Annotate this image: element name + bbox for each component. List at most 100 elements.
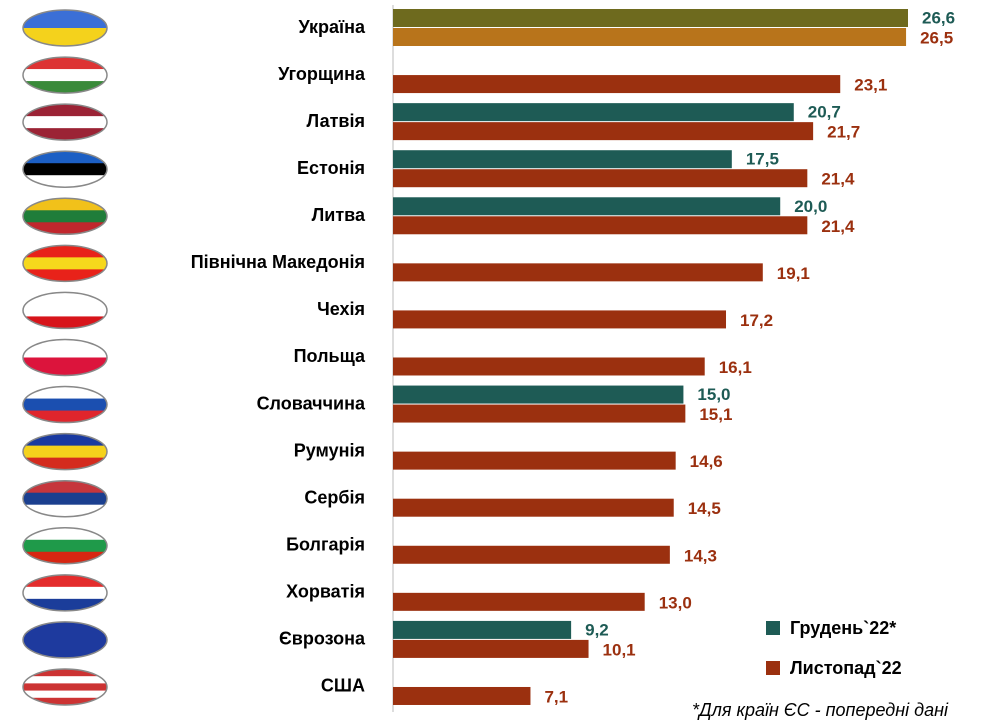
bar — [393, 197, 781, 216]
flag-stripe — [23, 433, 107, 447]
flag-border — [22, 621, 108, 659]
flag-stripe — [23, 683, 107, 692]
value-label: 20,0 — [794, 197, 827, 216]
flag — [23, 10, 107, 46]
value-label: 15,0 — [697, 385, 730, 404]
value-label: 21,4 — [821, 170, 855, 189]
flag-stripe — [23, 151, 107, 164]
bar — [393, 404, 686, 423]
value-label: 14,3 — [684, 546, 717, 565]
flag-stripe — [23, 586, 107, 600]
flag — [23, 339, 107, 376]
flag-stripe — [23, 69, 107, 82]
bar — [393, 385, 684, 404]
category-label: Болгарія — [286, 535, 365, 555]
bar — [393, 9, 908, 27]
flag-border — [22, 150, 108, 188]
flag-border — [22, 9, 108, 47]
bar — [393, 686, 531, 705]
flag-stripe — [23, 480, 107, 494]
flag-stripe — [23, 198, 107, 211]
bar — [393, 28, 907, 46]
category-label: Естонія — [297, 158, 365, 178]
value-label: 9,2 — [585, 620, 609, 639]
bar — [393, 216, 808, 235]
category-label: США — [321, 676, 365, 696]
value-label: 26,6 — [922, 8, 955, 27]
value-label: 10,1 — [603, 640, 636, 659]
bar — [393, 592, 645, 611]
flag-border — [22, 197, 108, 236]
bar — [393, 75, 841, 94]
category-label: Єврозона — [279, 629, 366, 649]
legend-label: Листопад`22 — [790, 658, 902, 678]
flag-stripe — [23, 574, 107, 588]
bar — [393, 639, 589, 658]
value-label: 16,1 — [719, 358, 752, 377]
flag-stripe — [23, 386, 107, 400]
value-label: 17,5 — [746, 150, 779, 169]
flag — [23, 621, 107, 658]
value-label: 23,1 — [854, 76, 887, 95]
flag-stripe — [23, 163, 107, 176]
flag-stripe — [23, 697, 107, 705]
bar — [393, 150, 732, 169]
value-label: 15,1 — [699, 405, 732, 424]
value-label: 21,4 — [821, 217, 855, 236]
bar — [393, 263, 763, 282]
bar — [393, 357, 705, 376]
flag-stripe — [23, 668, 107, 677]
bar — [393, 545, 670, 564]
flag-stripe — [23, 10, 107, 29]
legend-swatch — [766, 661, 780, 675]
value-label: 21,7 — [827, 123, 860, 142]
flag-stripe — [23, 492, 107, 506]
flag-border — [22, 527, 108, 565]
category-label: Румунія — [294, 440, 365, 460]
flag-border — [22, 103, 108, 141]
bar — [393, 122, 814, 141]
category-label: Литва — [312, 205, 366, 225]
category-label: Латвія — [307, 111, 365, 131]
value-label: 26,5 — [920, 28, 953, 47]
value-label: 13,0 — [659, 593, 692, 612]
flag-border — [22, 668, 108, 706]
flag-stripe — [23, 210, 107, 223]
category-label: Словаччина — [257, 393, 366, 413]
value-label: 19,1 — [777, 264, 810, 283]
flag-border — [22, 385, 108, 424]
flag-stripe — [23, 445, 107, 459]
category-label: Північна Македонія — [191, 252, 365, 272]
flag-border — [22, 291, 108, 330]
bar — [393, 310, 727, 329]
flag-border — [22, 244, 108, 283]
legend-label: Грудень`22* — [790, 618, 896, 638]
flag-stripe — [23, 527, 107, 541]
flag-stripe — [23, 245, 107, 258]
flag-border — [22, 338, 108, 377]
flag-border — [22, 432, 108, 471]
flag-stripe — [23, 116, 107, 129]
category-label: Чехія — [317, 299, 365, 319]
flag-stripe — [23, 104, 107, 117]
footnote: *Для країн ЄС - попередні дані — [692, 700, 949, 720]
value-label: 20,7 — [808, 103, 841, 122]
bar — [393, 169, 808, 188]
bar — [393, 620, 572, 639]
flag-stripe — [23, 676, 107, 684]
flag-stripe — [23, 292, 107, 305]
legend-swatch — [766, 621, 780, 635]
flag — [23, 668, 107, 705]
flag-stripe — [23, 28, 107, 46]
category-label: Угорщина — [278, 64, 366, 84]
value-label: 14,5 — [688, 499, 721, 518]
category-label: Сербія — [304, 487, 365, 507]
value-label: 17,2 — [740, 311, 773, 330]
flag-stripe — [23, 257, 107, 270]
bar — [393, 451, 676, 470]
category-label: Україна — [299, 17, 366, 37]
flag-border — [22, 479, 108, 518]
flag-stripe — [23, 57, 107, 70]
category-label: Польща — [294, 346, 366, 366]
flag-border — [22, 56, 108, 94]
